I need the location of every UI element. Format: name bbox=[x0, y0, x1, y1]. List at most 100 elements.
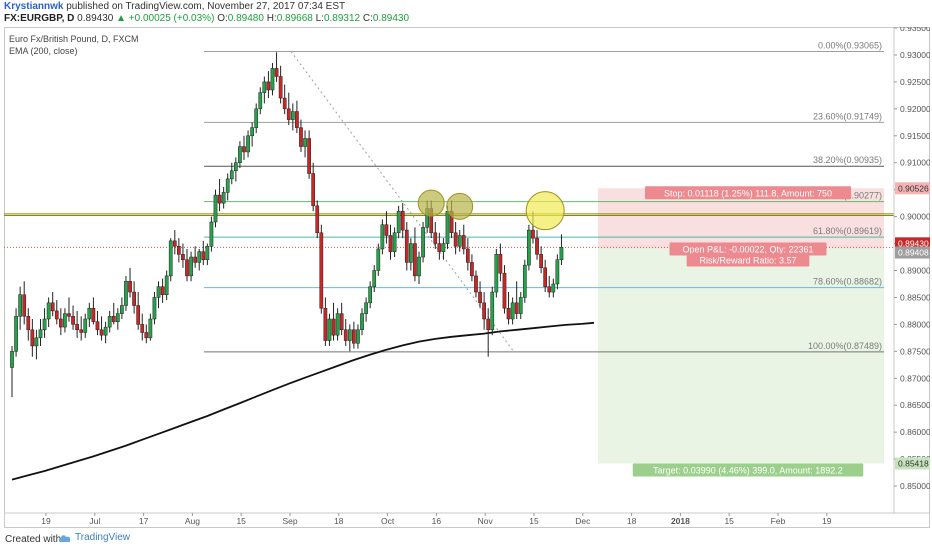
candles[interactable] bbox=[10, 52, 564, 398]
candle-body[interactable] bbox=[209, 221, 214, 247]
candle-body[interactable] bbox=[307, 138, 311, 174]
position-labels[interactable]: Stop: 0.01118 (1.25%) 111.8, Amount: 750… bbox=[632, 186, 864, 477]
candle-body[interactable] bbox=[360, 313, 364, 331]
candle-body[interactable] bbox=[83, 318, 88, 333]
price-tag-last[interactable]: 0.89430 bbox=[895, 237, 930, 250]
candle-body[interactable] bbox=[34, 337, 39, 347]
candle-body[interactable] bbox=[266, 81, 271, 91]
candle-body[interactable] bbox=[79, 329, 84, 333]
candle-body[interactable] bbox=[217, 194, 222, 204]
candle-body[interactable] bbox=[193, 256, 198, 263]
candle-body[interactable] bbox=[136, 305, 141, 325]
candle-body[interactable] bbox=[453, 232, 458, 247]
candle-body[interactable] bbox=[148, 318, 153, 339]
candle-body[interactable] bbox=[347, 329, 352, 341]
price-tag-target[interactable]: 0.85418 bbox=[895, 457, 930, 470]
circle-marker-2[interactable] bbox=[525, 191, 565, 231]
candle-body[interactable] bbox=[482, 302, 486, 320]
candle-body[interactable] bbox=[99, 329, 104, 336]
candle-body[interactable] bbox=[124, 281, 128, 306]
candle-body[interactable] bbox=[441, 243, 446, 252]
candle-body[interactable] bbox=[461, 235, 466, 250]
candle-body[interactable] bbox=[319, 232, 324, 309]
position-zones[interactable] bbox=[598, 188, 884, 464]
candle-body[interactable] bbox=[87, 307, 92, 320]
candle-body[interactable] bbox=[551, 283, 556, 293]
candle-body[interactable] bbox=[26, 316, 31, 331]
candle-body[interactable] bbox=[172, 240, 177, 247]
target-label[interactable]: Target: 0.03990 (4.46%) 399.0, Amount: 1… bbox=[632, 463, 864, 477]
candle-body[interactable] bbox=[343, 329, 348, 341]
candle-body[interactable] bbox=[67, 313, 71, 317]
candle-body[interactable] bbox=[531, 229, 535, 239]
candle-body[interactable] bbox=[543, 267, 548, 287]
candle-body[interactable] bbox=[315, 205, 320, 234]
candle-body[interactable] bbox=[539, 254, 543, 269]
rr-label[interactable]: Risk/Reward Ratio: 3.57 bbox=[686, 253, 810, 267]
candle-body[interactable] bbox=[506, 307, 511, 320]
candle-body[interactable] bbox=[213, 194, 218, 223]
candle-body[interactable] bbox=[107, 316, 112, 328]
candle-body[interactable] bbox=[225, 178, 230, 193]
candle-body[interactable] bbox=[323, 307, 328, 341]
price-tag-stop[interactable]: 0.90526 bbox=[895, 182, 930, 195]
candle-body[interactable] bbox=[75, 324, 79, 331]
candle-body[interactable] bbox=[132, 291, 136, 306]
candle-body[interactable] bbox=[38, 329, 43, 339]
candle-body[interactable] bbox=[478, 291, 482, 304]
candle-body[interactable] bbox=[270, 68, 275, 91]
candle-body[interactable] bbox=[221, 192, 226, 204]
candle-body[interactable] bbox=[274, 68, 279, 77]
candle-body[interactable] bbox=[498, 254, 503, 274]
candle-body[interactable] bbox=[58, 318, 63, 328]
candle-body[interactable] bbox=[246, 135, 250, 153]
candle-body[interactable] bbox=[71, 316, 75, 325]
candle-body[interactable] bbox=[63, 313, 67, 328]
candle-body[interactable] bbox=[535, 237, 539, 255]
candle-body[interactable] bbox=[299, 127, 303, 147]
candle-body[interactable] bbox=[177, 246, 181, 255]
candle-body[interactable] bbox=[474, 275, 478, 293]
candle-body[interactable] bbox=[282, 97, 287, 110]
candle-body[interactable] bbox=[54, 310, 59, 320]
candle-body[interactable] bbox=[160, 286, 165, 295]
candle-body[interactable] bbox=[46, 302, 51, 320]
candle-body[interactable] bbox=[152, 297, 157, 320]
candle-body[interactable] bbox=[396, 210, 401, 234]
price-tag-entry[interactable]: 0.89408 bbox=[895, 246, 930, 259]
candle-body[interactable] bbox=[335, 313, 340, 336]
candle-body[interactable] bbox=[144, 332, 149, 339]
candle-body[interactable] bbox=[457, 235, 462, 247]
publisher-username[interactable]: Krystiannwk bbox=[4, 1, 64, 12]
circle-marker-1[interactable] bbox=[446, 192, 474, 220]
candle-body[interactable] bbox=[555, 259, 560, 285]
candle-body[interactable] bbox=[339, 313, 344, 331]
candle-body[interactable] bbox=[111, 316, 116, 322]
candle-body[interactable] bbox=[409, 243, 413, 263]
candle-body[interactable] bbox=[250, 127, 254, 137]
candle-body[interactable] bbox=[95, 321, 100, 331]
candle-body[interactable] bbox=[433, 232, 438, 244]
candle-body[interactable] bbox=[290, 111, 295, 120]
candle-body[interactable] bbox=[522, 264, 527, 298]
circle-marker-0[interactable] bbox=[417, 189, 445, 217]
candle-body[interactable] bbox=[18, 294, 22, 317]
candle-body[interactable] bbox=[185, 259, 189, 277]
candle-body[interactable] bbox=[50, 302, 55, 312]
candle-body[interactable] bbox=[392, 232, 397, 252]
candle-body[interactable] bbox=[486, 318, 491, 331]
candle-body[interactable] bbox=[356, 329, 360, 344]
candle-body[interactable] bbox=[400, 210, 405, 231]
candle-body[interactable] bbox=[295, 111, 299, 128]
candle-body[interactable] bbox=[234, 162, 238, 172]
price-axis[interactable]: 0.93500 0.93000 0.92500 0.92000 0.91500 0.910… bbox=[893, 27, 930, 513]
candle-body[interactable] bbox=[421, 227, 425, 258]
candle-body[interactable] bbox=[376, 248, 381, 271]
stop-label[interactable]: Stop: 0.01118 (1.25%) 111.8, Amount: 750 bbox=[645, 186, 851, 200]
candle-body[interactable] bbox=[238, 146, 242, 163]
candle-body[interactable] bbox=[494, 254, 499, 293]
candle-body[interactable] bbox=[514, 302, 519, 314]
candle-body[interactable] bbox=[140, 324, 145, 333]
candle-body[interactable] bbox=[372, 270, 377, 287]
candle-body[interactable] bbox=[559, 247, 564, 260]
